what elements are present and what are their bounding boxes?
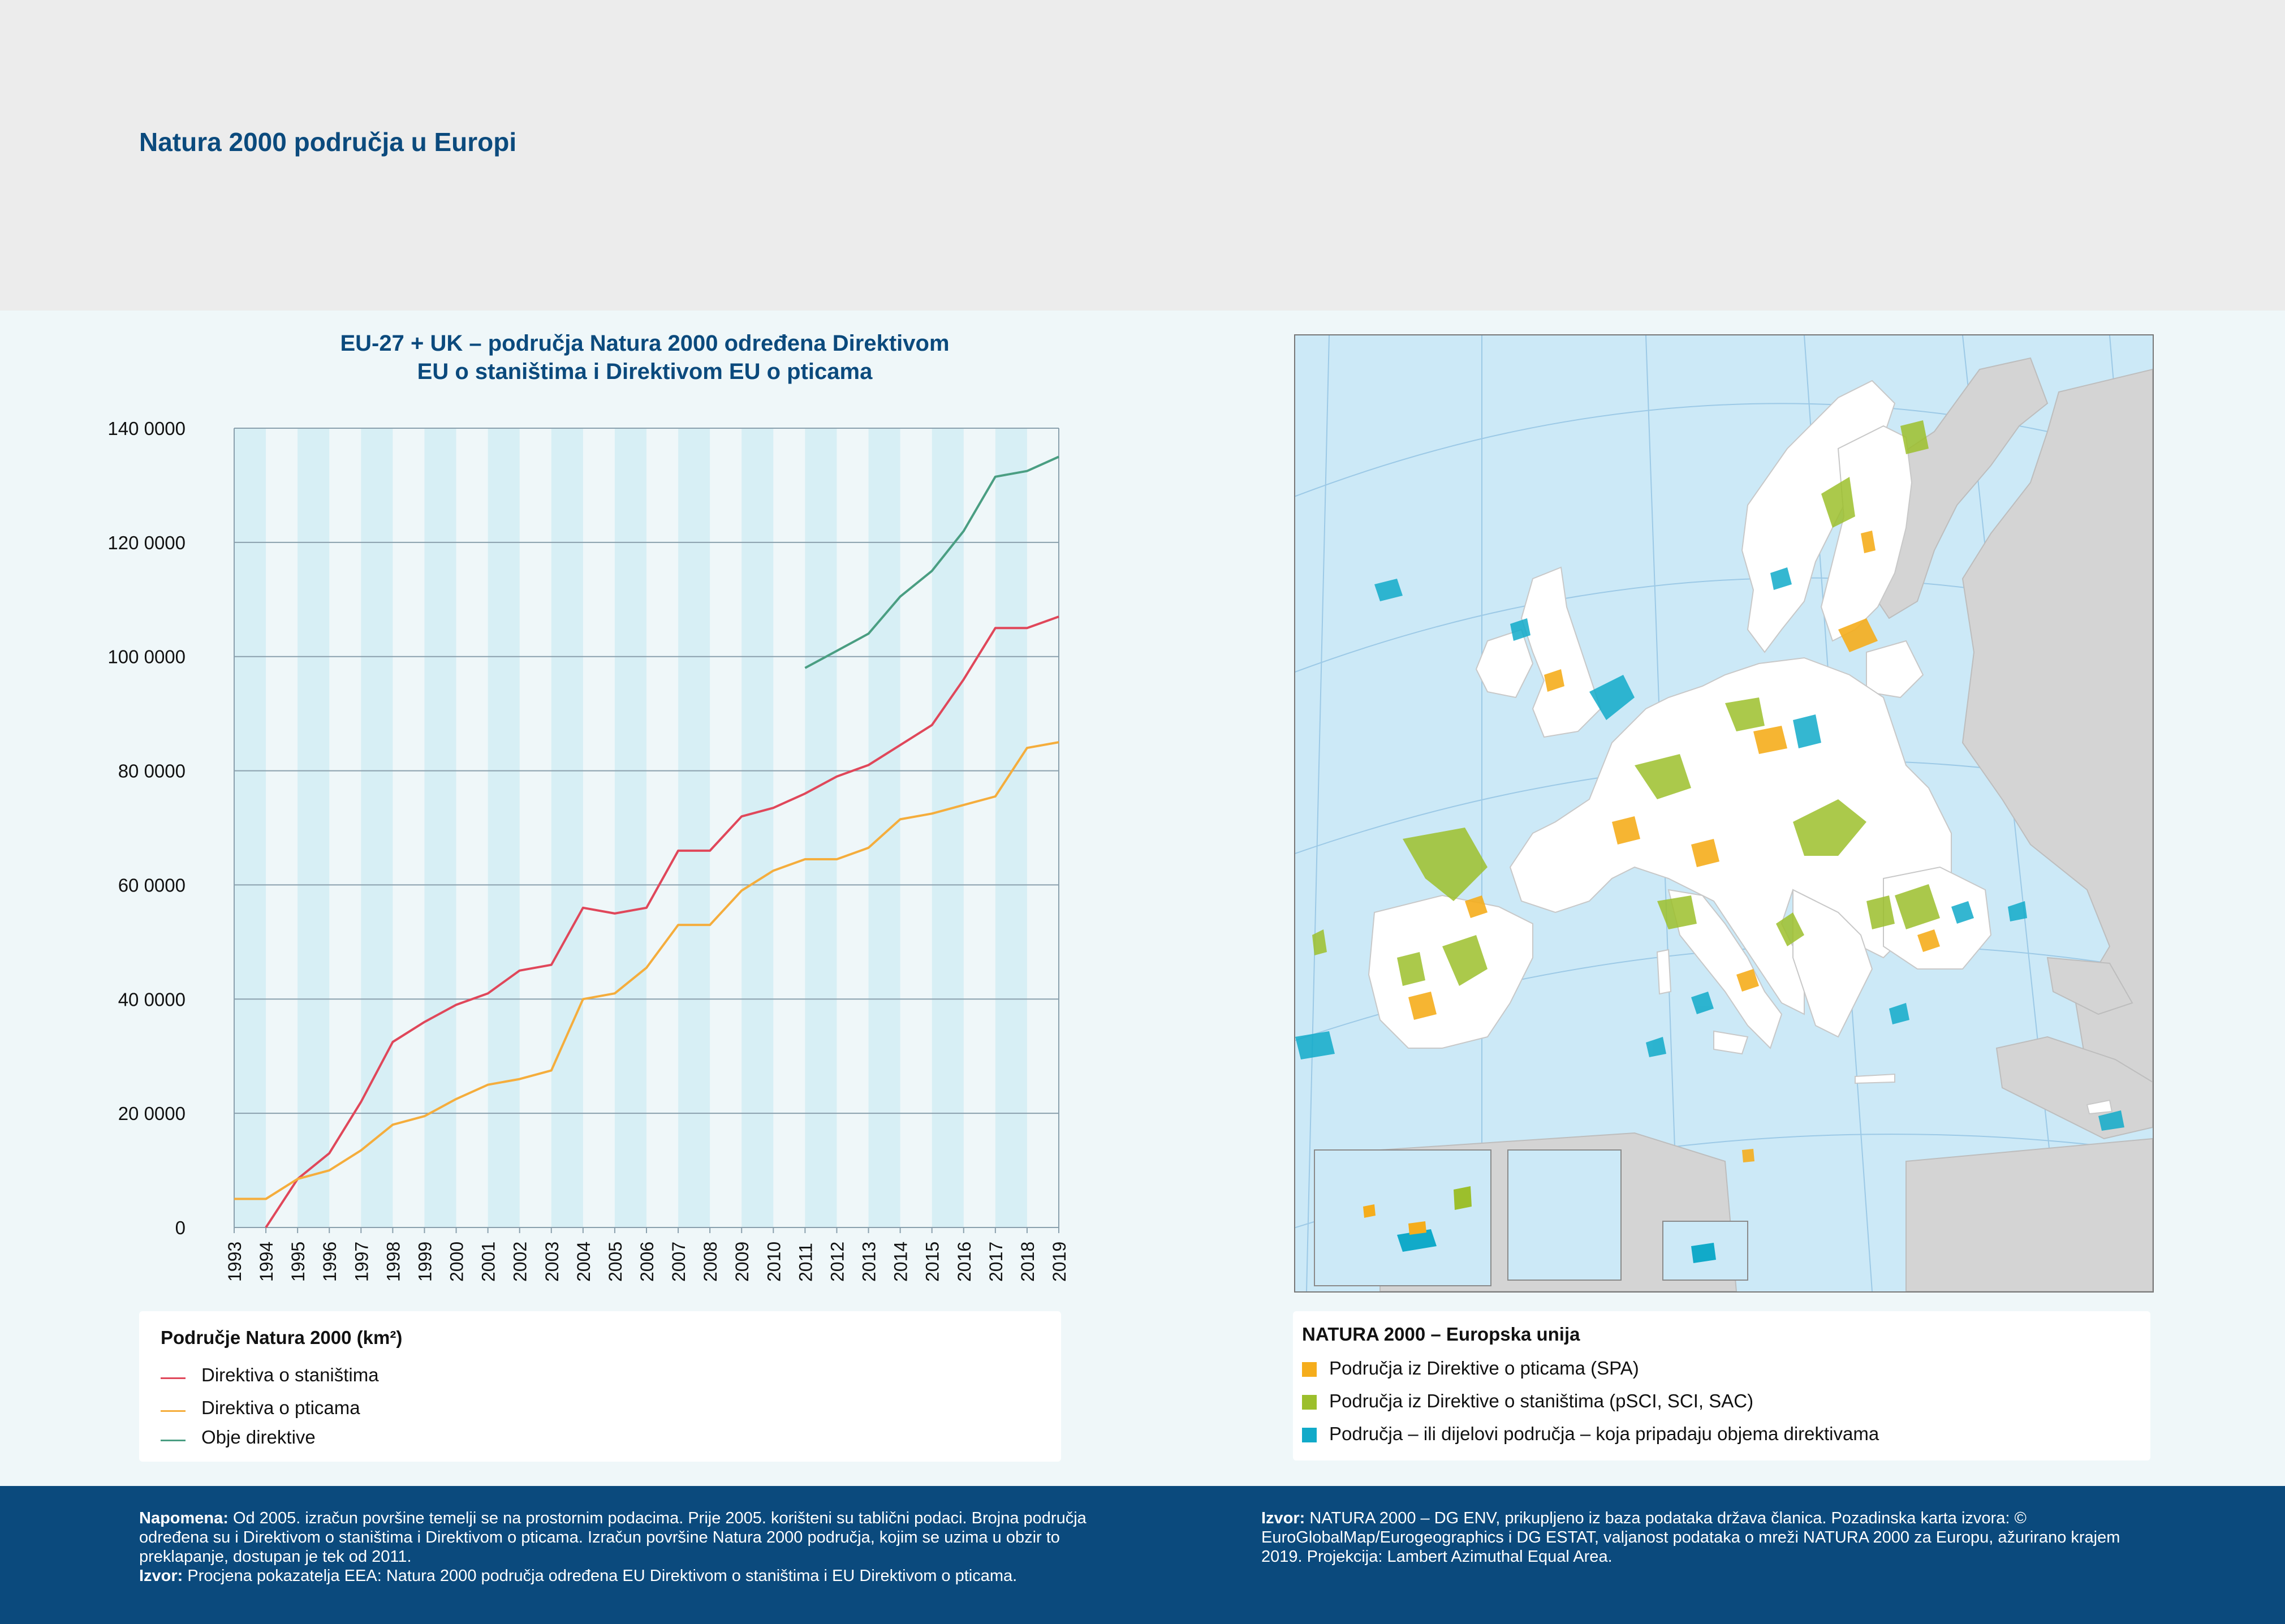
natura-map	[1294, 334, 2154, 1293]
source-left-label: Izvor:	[139, 1567, 183, 1585]
legend-swatch-sci	[1302, 1395, 1317, 1410]
y-tick-label: 0	[175, 1217, 186, 1238]
band-2011	[805, 428, 837, 1227]
x-tick-label: 2015	[922, 1242, 943, 1282]
series-line-2	[804, 455, 1059, 669]
source-left-text: Procjena pokazatelja EEA: Natura 2000 po…	[183, 1567, 1018, 1585]
legend-item-both: Obje direktive	[201, 1427, 316, 1448]
x-tick-label: 2014	[891, 1242, 911, 1282]
page-title: Natura 2000 područja u Europi	[139, 127, 517, 157]
source-right-text: NATURA 2000 – DG ENV, prikupljeno iz baz…	[1261, 1509, 2120, 1566]
band-2007	[678, 428, 710, 1227]
x-tick-label: 2007	[669, 1242, 689, 1282]
band-2017	[995, 428, 1027, 1227]
legend-swatch-spa	[1302, 1362, 1317, 1377]
legend-swatch-both	[1302, 1428, 1317, 1442]
footer-note: Napomena: Od 2005. izračun površine teme…	[139, 1509, 1140, 1586]
band-1999	[424, 428, 456, 1227]
x-tick-label: 2018	[1018, 1242, 1038, 1282]
y-tick-label: 60 0000	[118, 875, 186, 895]
x-tick-label: 2009	[732, 1242, 752, 1282]
chart-title-line-2: EU o staništima i Direktivom EU o pticam…	[417, 359, 873, 384]
x-tick-label: 2012	[827, 1242, 847, 1282]
x-tick-label: 2004	[574, 1242, 594, 1282]
x-tick-label: 1998	[383, 1242, 403, 1282]
legend-line-both	[161, 1440, 186, 1441]
x-tick-label: 1994	[256, 1242, 277, 1282]
band-2001	[488, 428, 520, 1227]
band-2005	[614, 428, 646, 1227]
x-tick-label: 2016	[954, 1242, 975, 1282]
band-2003	[551, 428, 583, 1227]
source-right-label: Izvor:	[1261, 1509, 1305, 1527]
map-legend: NATURA 2000 – Europska unija Područja iz…	[1293, 1311, 2150, 1461]
legend-item-both-directives: Područja – ili dijelovi područja – koja …	[1329, 1423, 1879, 1444]
page-header: Natura 2000 područja u Europi	[0, 0, 2285, 311]
x-tick-label: 2003	[542, 1242, 562, 1282]
x-tick-label: 2017	[986, 1242, 1006, 1282]
footer-source: Izvor: NATURA 2000 – DG ENV, prikupljeno…	[1261, 1509, 2144, 1566]
x-tick-label: 2002	[510, 1242, 531, 1282]
band-2015	[932, 428, 964, 1227]
band-1995	[298, 428, 330, 1227]
band-1997	[361, 428, 393, 1227]
series-line-0	[265, 615, 1059, 1229]
x-tick-label: 2008	[700, 1242, 721, 1282]
x-tick-label: 2011	[795, 1243, 816, 1282]
x-tick-label: 1995	[288, 1242, 308, 1282]
y-tick-label: 120 0000	[107, 532, 186, 553]
chart-title-line-1: EU-27 + UK – područja Natura 2000 određe…	[340, 331, 950, 356]
x-tick-label: 1996	[320, 1242, 340, 1282]
x-tick-label: 2000	[447, 1242, 467, 1282]
band-2009	[741, 428, 774, 1227]
x-tick-label: 1993	[225, 1242, 245, 1282]
chart-title: EU-27 + UK – područja Natura 2000 određe…	[170, 329, 1120, 386]
note-label: Napomena:	[139, 1509, 228, 1527]
europe-map-graphic	[1295, 335, 2153, 1291]
chart-legend: Područje Natura 2000 (km²) Direktiva o s…	[139, 1311, 1061, 1462]
line-chart: 0 20 0000 40 0000 60 0000 80 0000 100 0000 120…	[107, 418, 1070, 1282]
legend-line-birds	[161, 1410, 186, 1412]
x-tick-label: 2001	[478, 1242, 499, 1282]
series-line-1	[234, 741, 1059, 1200]
chart-legend-title: Područje Natura 2000 (km²)	[161, 1327, 403, 1348]
x-tick-label: 2013	[859, 1242, 879, 1282]
x-tick-label: 1997	[351, 1242, 372, 1282]
legend-item-habitats: Direktiva o staništima	[201, 1364, 379, 1385]
x-tick-label: 2005	[605, 1242, 626, 1282]
footer: Napomena: Od 2005. izračun površine teme…	[0, 1486, 2285, 1624]
note-text: Od 2005. izračun površine temelji se na …	[139, 1509, 1087, 1566]
band-2013	[868, 428, 900, 1227]
legend-line-habitats	[161, 1377, 186, 1379]
y-tick-label: 20 0000	[118, 1103, 186, 1124]
x-tick-label: 1999	[415, 1242, 435, 1282]
x-tick-label: 2019	[1049, 1242, 1070, 1282]
map-legend-title: NATURA 2000 – Europska unija	[1302, 1324, 1580, 1345]
y-tick-label: 100 0000	[107, 647, 186, 667]
x-tick-label: 2006	[637, 1242, 657, 1282]
band-1993	[234, 428, 266, 1227]
y-tick-label: 80 0000	[118, 761, 186, 782]
legend-item-spa: Područja iz Direktive o pticama (SPA)	[1329, 1358, 1639, 1379]
legend-item-sci: Područja iz Direktive o staništima (pSCI…	[1329, 1390, 1754, 1411]
legend-item-birds: Direktiva o pticama	[201, 1397, 360, 1418]
y-tick-label: 140 0000	[107, 418, 186, 439]
x-tick-label: 2010	[764, 1242, 784, 1282]
y-tick-label: 40 0000	[118, 989, 186, 1010]
